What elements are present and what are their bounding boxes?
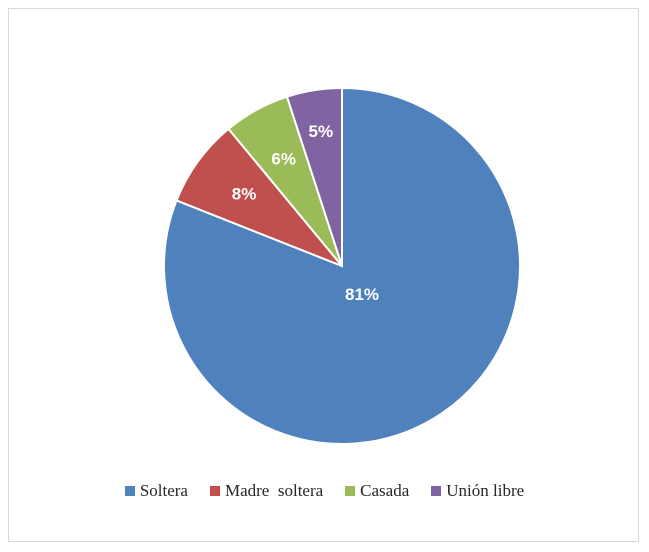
pie-slice-union-libre bbox=[285, 86, 343, 267]
data-label-union-libre: 5% bbox=[309, 122, 334, 141]
legend-label-soltera: Soltera bbox=[139, 481, 188, 500]
legend-swatch-soltera bbox=[124, 486, 135, 496]
data-label-casada: 6% bbox=[271, 149, 296, 168]
legend: Soltera Madre soltera Casada Unión libre bbox=[9, 481, 640, 501]
chart-frame: 81% 8% 6% 5% Soltera Madre soltera Casada U… bbox=[8, 8, 639, 542]
data-label-madre-soltera: 8% bbox=[232, 184, 257, 203]
legend-swatch-madre-soltera bbox=[209, 486, 220, 496]
legend-label-union-libre: Unión libre bbox=[446, 481, 525, 500]
legend-item-casada: Casada bbox=[345, 481, 409, 501]
pie-slice-madre-soltera bbox=[175, 127, 343, 267]
pie-chart: 81% 8% 6% 5% bbox=[163, 86, 521, 445]
legend-label-madre-soltera: Madre soltera bbox=[224, 481, 324, 500]
legend-item-union-libre: Unión libre bbox=[431, 481, 524, 501]
legend-item-soltera: Soltera bbox=[124, 481, 188, 501]
data-label-soltera: 81% bbox=[345, 285, 379, 304]
pie-slice-soltera bbox=[163, 86, 521, 445]
legend-label-casada: Casada bbox=[360, 481, 410, 500]
legend-item-madre-soltera: Madre soltera bbox=[209, 481, 324, 501]
legend-swatch-union-libre bbox=[431, 486, 442, 496]
legend-swatch-casada bbox=[345, 486, 356, 496]
